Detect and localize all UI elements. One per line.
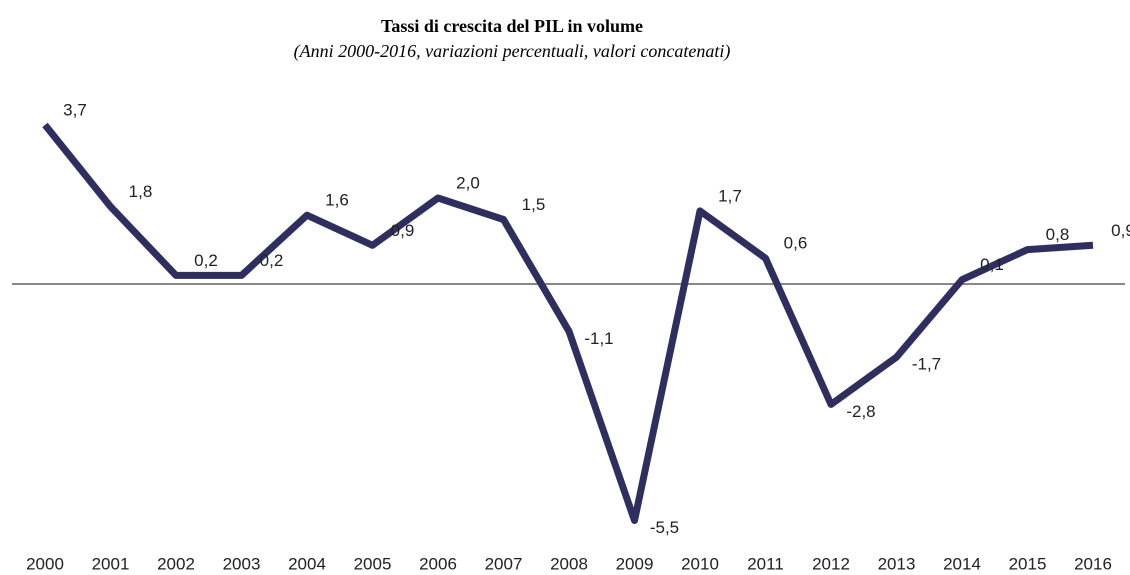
data-label: 1,6	[325, 191, 349, 210]
x-tick-label: 2016	[1074, 554, 1112, 573]
x-tick-label: 2014	[943, 554, 981, 573]
x-tick-label: 2002	[157, 554, 195, 573]
data-label: -1,1	[584, 329, 613, 348]
x-tick-label: 2009	[616, 554, 654, 573]
data-label: -1,7	[912, 355, 941, 374]
chart-title: Tassi di crescita del PIL in volume	[381, 16, 643, 36]
data-label: 3,7	[63, 100, 87, 119]
x-tick-label: 2012	[812, 554, 850, 573]
x-tick-label: 2004	[288, 554, 326, 573]
x-tick-label: 2003	[223, 554, 261, 573]
data-label: 1,5	[522, 195, 546, 214]
data-label: 0,6	[784, 234, 808, 253]
data-label: 1,8	[129, 182, 153, 201]
x-tick-label: 2013	[878, 554, 916, 573]
data-label: 0,8	[1046, 225, 1070, 244]
data-label: 2,0	[456, 173, 480, 192]
x-tick-label: 2007	[485, 554, 523, 573]
x-tick-label: 2000	[26, 554, 64, 573]
data-label: 0,2	[194, 251, 218, 270]
x-tick-label: 2015	[1009, 554, 1047, 573]
data-label: 0,1	[980, 255, 1004, 274]
data-label: 0,9	[391, 221, 415, 240]
data-label: -5,5	[650, 518, 679, 537]
x-tick-label: 2011	[747, 554, 784, 573]
data-label: 0,9	[1111, 221, 1130, 240]
data-label: 0,2	[260, 251, 284, 270]
x-tick-label: 2008	[550, 554, 588, 573]
chart-subtitle: (Anni 2000-2016, variazioni percentuali,…	[294, 41, 731, 62]
data-label: -2,8	[846, 402, 875, 421]
data-label: 1,7	[718, 186, 742, 205]
x-tick-label: 2006	[419, 554, 457, 573]
x-tick-label: 2001	[92, 554, 130, 573]
x-tick-label: 2010	[681, 554, 719, 573]
x-tick-label: 2005	[354, 554, 392, 573]
line-series	[42, 122, 1094, 524]
